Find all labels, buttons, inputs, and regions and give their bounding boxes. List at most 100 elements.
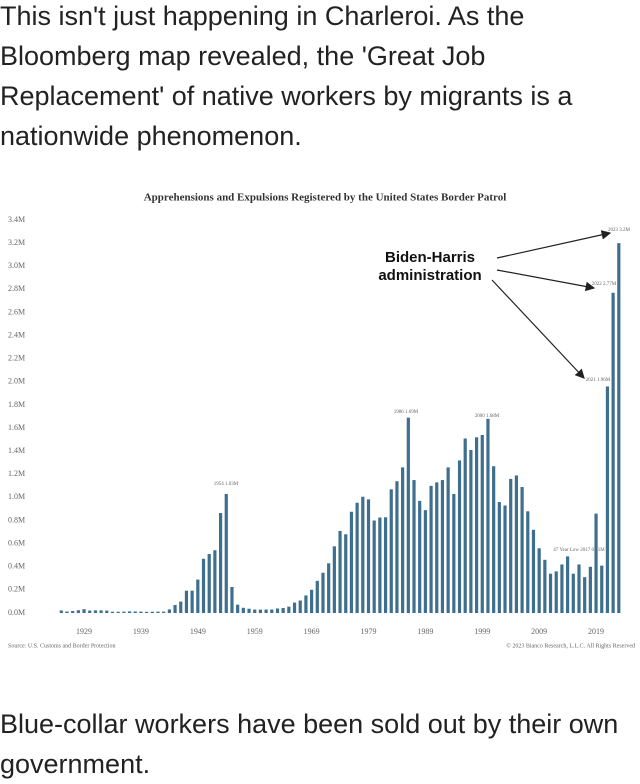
arrows [491, 230, 612, 379]
bar [537, 548, 541, 613]
bar [298, 600, 302, 613]
bar [457, 460, 462, 613]
y-tick-label: 3.0M [8, 261, 25, 270]
bar [71, 611, 75, 613]
bar [275, 608, 280, 613]
bar [429, 485, 433, 613]
y-tick-label: 0.4M [8, 562, 25, 571]
bar [139, 611, 143, 613]
arrow [491, 279, 585, 379]
y-tick-label: 1.0M [8, 492, 25, 501]
x-tick-label: 2019 [588, 627, 604, 636]
annotation: 2023 3.2M [608, 228, 631, 233]
bar [548, 573, 553, 613]
x-tick-label: 1929 [76, 627, 92, 636]
bar [554, 571, 558, 613]
bar [366, 499, 371, 613]
y-tick-label: 0.2M [8, 585, 25, 594]
bar [264, 609, 268, 613]
y-tick-label: 0.8M [8, 515, 25, 524]
bar [418, 500, 422, 613]
annotation: 1986 1.69M [394, 410, 419, 415]
y-tick-label: 1.8M [8, 400, 25, 409]
bar [566, 556, 570, 613]
bar [423, 510, 427, 613]
bar [190, 590, 194, 613]
bar [196, 579, 200, 613]
bar [617, 243, 621, 613]
bar [526, 511, 530, 613]
bar [236, 604, 240, 613]
bar [287, 606, 291, 613]
x-tick-label: 1959 [247, 627, 263, 636]
bar [605, 386, 610, 613]
bar [355, 502, 359, 613]
bar [247, 608, 251, 613]
bar [509, 478, 513, 613]
annotation: © 2023 Bianco Research, L.L.C. All Right… [506, 642, 635, 649]
y-tick-label: 2.2M [8, 354, 25, 363]
y-tick-label: 3.2M [8, 238, 25, 247]
bar [207, 554, 211, 613]
bar [218, 513, 223, 613]
bar [310, 589, 314, 613]
x-tick-label: 1999 [474, 627, 490, 636]
bar [543, 559, 547, 613]
bar [253, 609, 257, 613]
bar [184, 590, 189, 613]
annotation: Source: U.S. Customs and Border Protecti… [8, 643, 116, 649]
bar [241, 607, 245, 613]
bar [383, 517, 388, 613]
arrow [496, 230, 612, 259]
y-tick-label: 2.8M [8, 284, 25, 293]
bar [321, 572, 325, 613]
bar [480, 434, 484, 613]
bar [162, 611, 166, 613]
bar [258, 609, 263, 613]
bar [349, 511, 354, 613]
bar [327, 563, 331, 613]
y-tick-label: 2.0M [8, 377, 25, 386]
bar [440, 480, 445, 613]
bar [76, 610, 80, 613]
bar [93, 610, 98, 613]
bar [361, 496, 365, 613]
bar [594, 513, 598, 613]
bar [270, 609, 274, 613]
bar [497, 502, 501, 613]
bar [531, 529, 536, 613]
bar [492, 466, 496, 613]
bar [446, 467, 450, 613]
bar [344, 534, 348, 613]
x-tick-label: 1979 [360, 627, 376, 636]
bar [122, 611, 126, 613]
y-tick-label: 3.4M [8, 215, 25, 224]
bar [469, 450, 473, 613]
bar [167, 609, 171, 613]
bar [486, 418, 490, 613]
bar [179, 601, 183, 613]
annotation: 2021 1.96M [586, 378, 611, 383]
bar [59, 610, 63, 613]
bar [389, 489, 393, 613]
post-text: This isn't just happening in Charleroi. … [0, 1, 573, 151]
bar [503, 505, 507, 613]
bar [600, 565, 604, 613]
arrow [496, 269, 596, 292]
bar [378, 517, 382, 613]
bar [395, 481, 399, 613]
bar [173, 605, 177, 613]
bar [304, 595, 308, 613]
bar [281, 608, 285, 613]
y-tick-label: 2.4M [8, 330, 25, 339]
bar [520, 487, 524, 613]
bar [65, 611, 69, 613]
bar [611, 292, 615, 613]
chart: Apprehensions and Expulsions Registered … [8, 192, 635, 650]
x-tick-label: 1969 [304, 627, 320, 636]
bar [412, 480, 416, 613]
annotation: 2000 1.68M [475, 414, 500, 419]
bar [133, 611, 137, 613]
x-tick-label: 2009 [531, 627, 547, 636]
